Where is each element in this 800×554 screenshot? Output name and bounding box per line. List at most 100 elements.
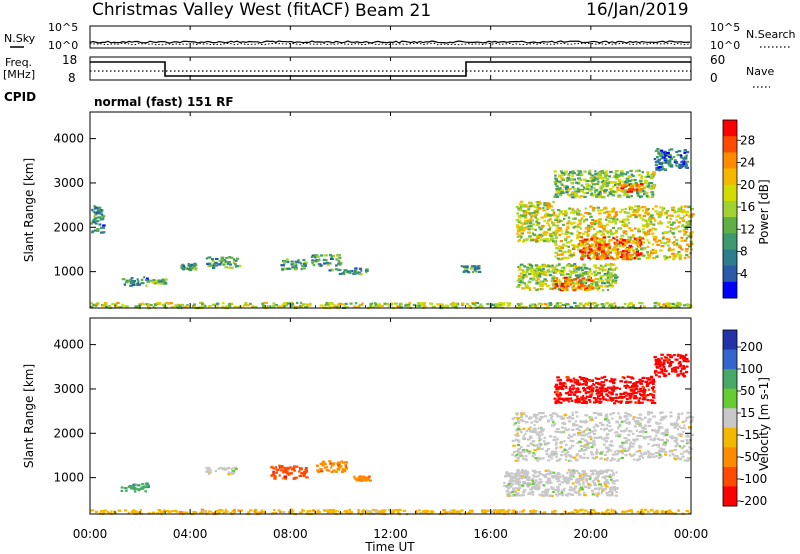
cpid-value: normal (fast) 151 RF xyxy=(94,95,234,109)
power-colorbar-swatch xyxy=(723,217,737,234)
velocity-colorbar-tick: 200 xyxy=(740,340,763,354)
power-echo-region xyxy=(553,169,657,199)
velocity-echo-region xyxy=(653,353,690,378)
velocity-y-tick-label: 4000 xyxy=(53,338,84,352)
velocity-colorbar-swatch xyxy=(723,369,737,390)
velocity-y-axis-label: Slant Range [km] xyxy=(22,364,36,468)
power-echo-region xyxy=(280,258,308,271)
velocity-colorbar-swatch xyxy=(723,349,737,370)
power-echo-region xyxy=(460,265,482,274)
time-tick-label: 20:00 xyxy=(574,527,609,541)
power-colorbar: 28 24 20 16 12 8 4 xyxy=(722,119,755,299)
velocity-colorbar-swatch xyxy=(723,330,737,351)
time-tick-label: 12:00 xyxy=(373,527,408,541)
nave-label: Nave xyxy=(746,65,774,78)
power-echo-region xyxy=(653,148,690,172)
velocity-echo-region xyxy=(353,475,372,482)
frequency-panel: Freq. [MHz] 18 8 60 0 Nave CPID normal (… xyxy=(3,53,774,109)
velocity-colorbar-tick: 15 xyxy=(740,406,755,420)
power-colorbar-swatch xyxy=(723,136,737,153)
velocity-colorbar-tick: -50 xyxy=(740,450,760,464)
velocity-colorbar-label: Velocity [m s-1] xyxy=(757,377,771,471)
nave-right-tick-bottom: 0 xyxy=(710,71,718,85)
power-echo-region xyxy=(515,200,557,243)
freq-left-tick-top: 18 xyxy=(62,53,77,67)
velocity-echo-region xyxy=(205,466,238,476)
power-colorbar-tick: 28 xyxy=(740,133,755,147)
noise-sky-label: N.Sky xyxy=(4,32,36,45)
beam-label: Beam 21 xyxy=(355,1,431,21)
cpid-label: CPID xyxy=(4,90,36,104)
time-tick-label: 08:00 xyxy=(273,527,308,541)
velocity-colorbar-tick: -15 xyxy=(740,428,760,442)
power-y-tick-label: 1000 xyxy=(53,265,84,279)
power-colorbar-tick: 8 xyxy=(740,245,748,259)
noise-search-line xyxy=(89,42,691,46)
velocity-colorbar-swatch xyxy=(723,427,737,448)
time-tick-label: 04:00 xyxy=(173,527,208,541)
velocity-y-tick-label: 3000 xyxy=(53,382,84,396)
power-colorbar-swatch xyxy=(723,249,737,267)
power-echo-region xyxy=(310,253,343,268)
power-colorbar-tick: 12 xyxy=(740,222,755,236)
power-echo-region xyxy=(180,262,198,272)
power-colorbar-swatch xyxy=(723,200,737,218)
date-label: 16/Jan/2019 xyxy=(586,0,689,20)
velocity-echo-region xyxy=(553,375,657,405)
velocity-colorbar-tick: 100 xyxy=(740,362,763,376)
power-colorbar-tick: 24 xyxy=(740,156,755,170)
noise-right-tick-bottom: 10^0 xyxy=(710,39,740,52)
power-colorbar-swatch xyxy=(723,281,737,299)
power-echo-region xyxy=(90,301,693,310)
velocity-echo-region xyxy=(270,464,309,480)
power-colorbar-swatch xyxy=(723,120,737,137)
noise-right-tick-top: 10^5 xyxy=(710,21,740,34)
noise-left-tick-bottom: 10^0 xyxy=(48,39,78,52)
time-axis-label: Time UT xyxy=(364,540,415,554)
power-colorbar-tick: 4 xyxy=(740,267,748,281)
time-axis: 00:00 04:00 08:00 12:00 16:00 20:00 00:00 xyxy=(73,26,709,541)
power-colorbar-swatch xyxy=(723,152,737,170)
power-echo-region xyxy=(616,183,645,193)
time-tick-label: 16:00 xyxy=(473,527,508,541)
noise-sky-line xyxy=(89,40,691,44)
velocity-colorbar-tick: 50 xyxy=(740,384,755,398)
velocity-echo-region xyxy=(315,460,348,474)
velocity-colorbar-swatch xyxy=(723,447,737,468)
power-colorbar-label: Power [dB] xyxy=(757,179,771,244)
power-echo-region xyxy=(90,205,106,234)
velocity-colorbar-tick: -200 xyxy=(740,494,767,508)
power-colorbar-swatch xyxy=(723,233,737,250)
station-title: Christmas Valley West (fitACF) xyxy=(92,0,350,20)
power-colorbar-swatch xyxy=(723,265,737,283)
velocity-y-tick-label: 2000 xyxy=(53,426,84,440)
velocity-colorbar-swatch xyxy=(723,466,737,487)
power-echo-region xyxy=(121,276,151,287)
velocity-y-tick-label: 1000 xyxy=(53,471,84,485)
power-y-tick-label: 4000 xyxy=(53,132,84,146)
time-tick-label: 00:00 xyxy=(674,527,709,541)
power-colorbar-tick: 16 xyxy=(740,200,755,214)
power-echo-region xyxy=(205,256,242,270)
velocity-colorbar-tick: -100 xyxy=(740,472,767,486)
velocity-colorbar-swatch xyxy=(723,388,737,409)
power-echo-region xyxy=(553,276,594,292)
power-colorbar-swatch xyxy=(723,184,737,202)
velocity-echo-region xyxy=(503,469,619,498)
velocity-panel: 1000 2000 3000 4000 Slant Range [km] 200 100… xyxy=(22,317,771,516)
power-echo-region xyxy=(150,278,168,285)
velocity-echo-region xyxy=(511,411,695,463)
noise-panel: N.Sky 10^5 10^0 10^5 10^0 N.Search xyxy=(4,21,796,52)
velocity-colorbar: 200 100 50 15 -15 -50 -100 -200 xyxy=(722,329,767,508)
power-y-axis-label: Slant Range [km] xyxy=(22,158,36,262)
freq-label-line2: [MHz] xyxy=(3,68,35,81)
time-tick-label: 00:00 xyxy=(73,527,108,541)
noise-search-label: N.Search xyxy=(746,28,796,41)
power-echo-region xyxy=(328,267,369,276)
power-colorbar-swatch xyxy=(723,168,737,186)
freq-label-line1: Freq. xyxy=(5,56,32,69)
noise-left-tick-top: 10^5 xyxy=(48,21,78,34)
power-colorbar-tick: 20 xyxy=(740,178,755,192)
velocity-echo-region xyxy=(120,482,150,493)
